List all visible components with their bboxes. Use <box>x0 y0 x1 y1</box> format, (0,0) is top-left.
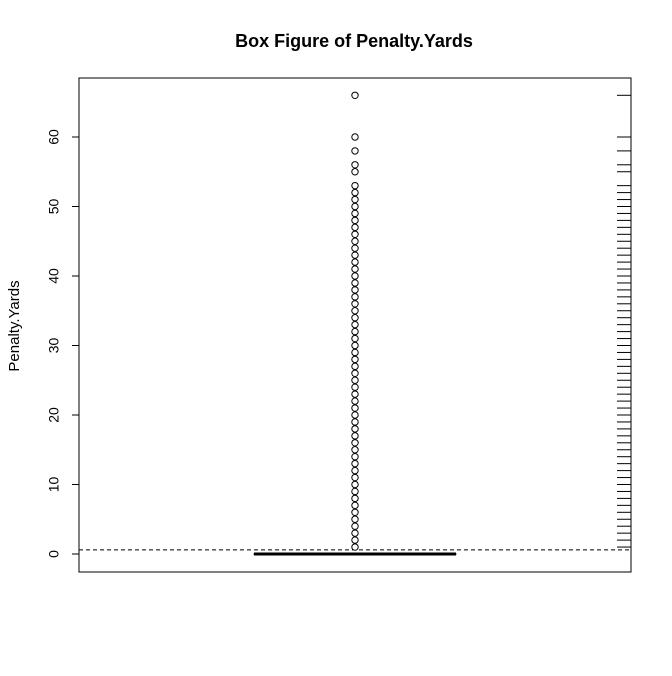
outlier-point <box>352 412 358 418</box>
y-tick-label: 40 <box>46 268 62 284</box>
outlier-point <box>352 231 358 237</box>
outlier-point <box>352 460 358 466</box>
y-tick-label: 30 <box>46 338 62 354</box>
outlier-point <box>352 447 358 453</box>
outlier-point <box>352 182 358 188</box>
outlier-point <box>352 148 358 154</box>
y-tick-label: 10 <box>46 477 62 493</box>
outlier-point <box>352 315 358 321</box>
outlier-point <box>352 287 358 293</box>
outlier-point <box>352 342 358 348</box>
outlier-point <box>352 92 358 98</box>
outlier-point <box>352 370 358 376</box>
outlier-point <box>352 328 358 334</box>
outlier-point <box>352 391 358 397</box>
outlier-point <box>352 273 358 279</box>
outlier-point <box>352 169 358 175</box>
outlier-point <box>352 419 358 425</box>
outlier-point <box>352 523 358 529</box>
outlier-point <box>352 210 358 216</box>
outlier-point <box>352 308 358 314</box>
outlier-point <box>352 398 358 404</box>
outlier-point <box>352 356 358 362</box>
y-axis: 0 10 20 30 40 50 60 <box>46 129 79 558</box>
outlier-point <box>352 426 358 432</box>
y-tick-label: 50 <box>46 199 62 215</box>
outlier-point <box>352 266 358 272</box>
outlier-point <box>352 516 358 522</box>
outlier-point <box>352 530 358 536</box>
outlier-point <box>352 377 358 383</box>
y-tick-label: 60 <box>46 129 62 145</box>
outlier-layer <box>352 92 358 550</box>
outlier-point <box>352 405 358 411</box>
outlier-point <box>352 467 358 473</box>
outlier-point <box>352 252 358 258</box>
outlier-point <box>352 537 358 543</box>
outlier-point <box>352 349 358 355</box>
outlier-point <box>352 189 358 195</box>
outlier-point <box>352 217 358 223</box>
outlier-point <box>352 488 358 494</box>
outlier-point <box>352 454 358 460</box>
outlier-point <box>352 294 358 300</box>
outlier-point <box>352 259 358 265</box>
outlier-point <box>352 134 358 140</box>
outlier-point <box>352 495 358 501</box>
rug-layer <box>617 95 631 547</box>
outlier-point <box>352 384 358 390</box>
outlier-point <box>352 335 358 341</box>
y-tick-label: 20 <box>46 407 62 423</box>
outlier-point <box>352 481 358 487</box>
outlier-point <box>352 474 358 480</box>
outlier-point <box>352 502 358 508</box>
outlier-point <box>352 301 358 307</box>
outlier-point <box>352 245 358 251</box>
outlier-point <box>352 196 358 202</box>
y-tick-label: 0 <box>46 550 62 558</box>
outlier-point <box>352 433 358 439</box>
outlier-point <box>352 238 358 244</box>
outlier-point <box>352 509 358 515</box>
outlier-point <box>352 203 358 209</box>
y-axis-title: Penalty.Yards <box>6 280 23 371</box>
chart-title: Box Figure of Penalty.Yards <box>235 31 473 51</box>
outlier-point <box>352 544 358 550</box>
outlier-point <box>352 162 358 168</box>
outlier-point <box>352 280 358 286</box>
outlier-point <box>352 440 358 446</box>
outlier-point <box>352 321 358 327</box>
outlier-point <box>352 224 358 230</box>
outlier-point <box>352 363 358 369</box>
